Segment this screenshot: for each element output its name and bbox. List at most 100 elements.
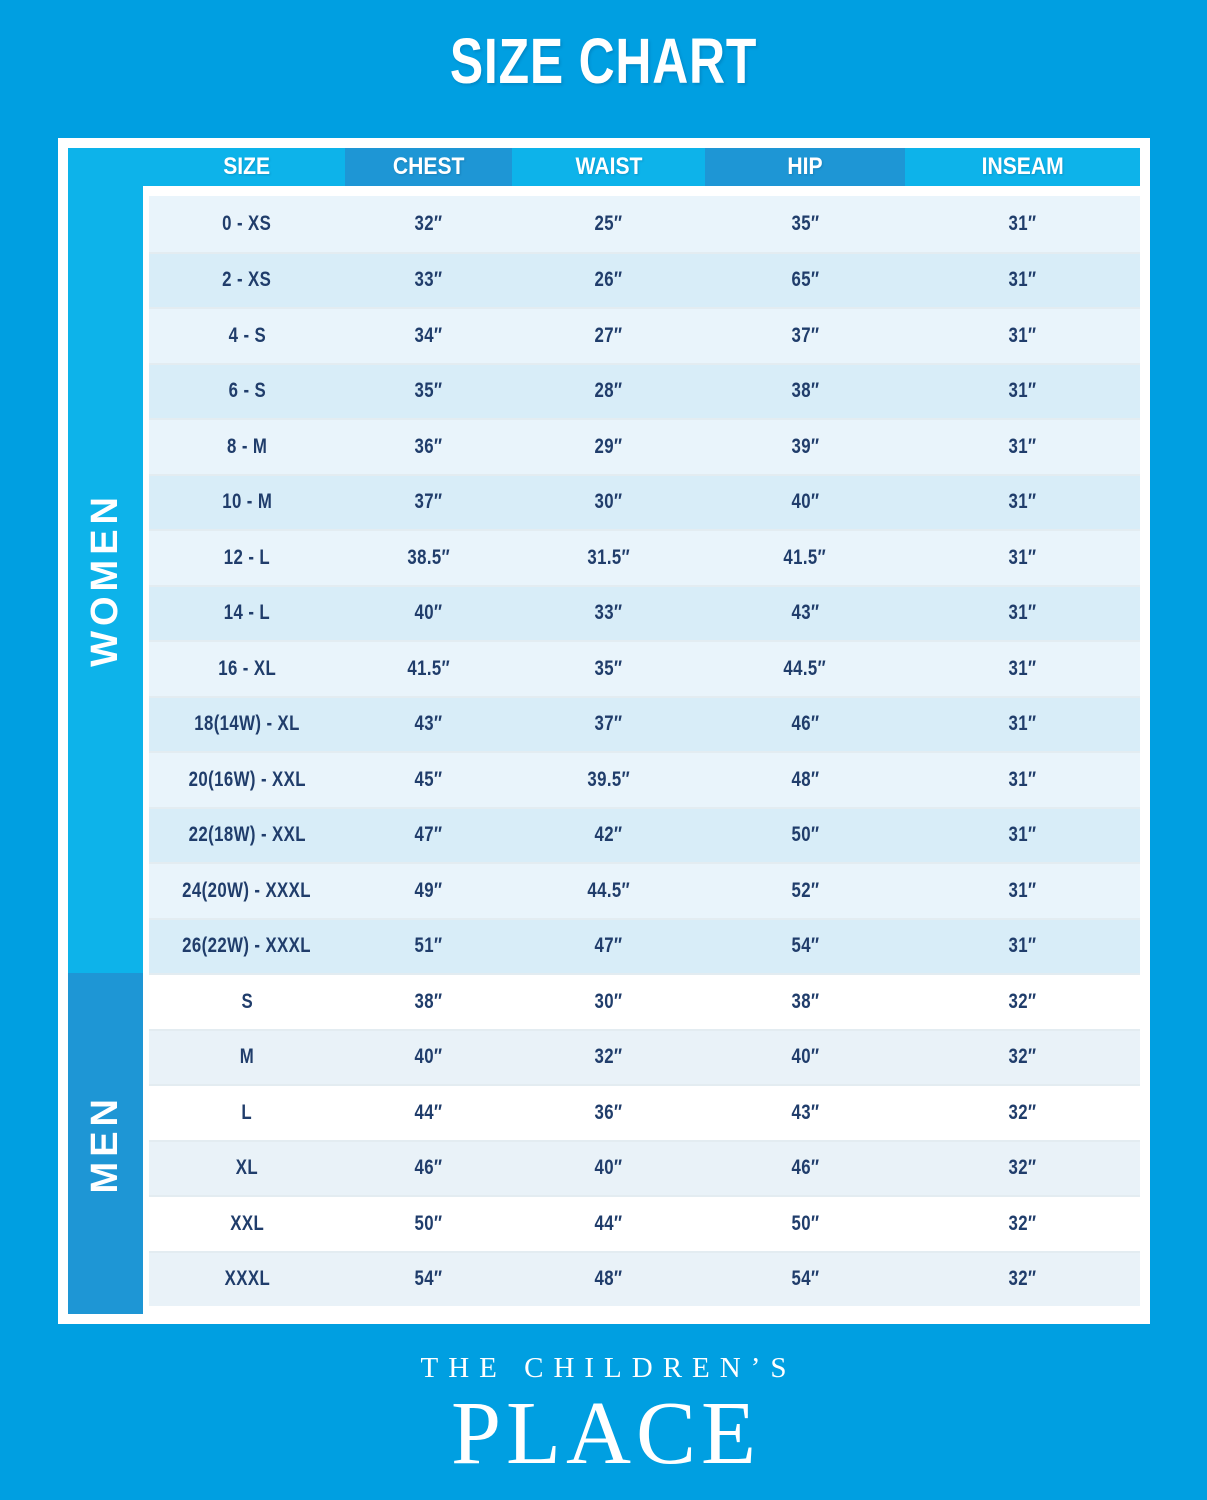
size-value: 4 - S	[228, 323, 266, 347]
size-cell: 6 - S	[149, 365, 345, 419]
waist-value: 40″	[594, 1156, 623, 1180]
table-row: 6 - S 35″ 28″ 38″ 31″	[149, 362, 1140, 419]
waist-value: 28″	[594, 379, 623, 403]
header-waist-label: WAIST	[575, 153, 642, 180]
section-label-men: MEN	[68, 973, 143, 1314]
chest-value: 40″	[414, 1045, 443, 1069]
inseam-value: 31″	[1008, 878, 1037, 902]
chest-cell: 36″	[345, 420, 512, 474]
chest-cell: 41.5″	[345, 642, 512, 696]
brand-logo: THE CHILDREN’S PLACE	[0, 1352, 1207, 1479]
waist-value: 35″	[594, 656, 623, 680]
inseam-cell: 31″	[905, 698, 1140, 752]
size-cell: 20(16W) - XXL	[149, 753, 345, 807]
waist-cell: 35″	[512, 642, 705, 696]
size-value: XXL	[230, 1211, 264, 1235]
waist-value: 37″	[594, 712, 623, 736]
size-value: XXXL	[224, 1267, 270, 1291]
inseam-cell: 31″	[905, 920, 1140, 974]
chest-value: 38.5″	[407, 545, 450, 569]
chest-cell: 32″	[345, 196, 512, 252]
size-value: 8 - M	[226, 434, 268, 458]
inseam-cell: 32″	[905, 1253, 1140, 1307]
inseam-value: 32″	[1008, 1267, 1037, 1291]
header-chest: CHEST	[345, 148, 512, 186]
size-cell: M	[149, 1031, 345, 1085]
chest-cell: 34″	[345, 309, 512, 363]
chest-value: 46″	[414, 1156, 443, 1180]
waist-value: 44″	[594, 1211, 623, 1235]
waist-cell: 30″	[512, 476, 705, 530]
chest-value: 37″	[414, 490, 443, 514]
waist-cell: 36″	[512, 1086, 705, 1140]
hip-value: 50″	[791, 1211, 819, 1235]
hip-cell: 50″	[705, 1197, 905, 1251]
waist-value: 29″	[594, 434, 623, 458]
chest-cell: 47″	[345, 809, 512, 863]
hip-cell: 46″	[705, 698, 905, 752]
size-value: 0 - XS	[222, 211, 272, 235]
waist-value: 26″	[594, 268, 623, 292]
size-cell: 18(14W) - XL	[149, 698, 345, 752]
chest-cell: 46″	[345, 1142, 512, 1196]
section-label-women: WOMEN	[68, 186, 143, 973]
chest-cell: 49″	[345, 864, 512, 918]
hip-value: 39″	[791, 434, 819, 458]
hip-value: 54″	[791, 934, 819, 958]
size-value: 24(20W) - XXXL	[182, 878, 312, 902]
waist-cell: 26″	[512, 254, 705, 308]
size-value: 18(14W) - XL	[194, 712, 300, 736]
waist-cell: 30″	[512, 975, 705, 1029]
inseam-value: 32″	[1008, 1211, 1037, 1235]
size-cell: 4 - S	[149, 309, 345, 363]
size-cell: 26(22W) - XXXL	[149, 920, 345, 974]
size-value: 10 - M	[221, 490, 272, 514]
waist-value: 42″	[594, 823, 623, 847]
table-row: 10 - M 37″ 30″ 40″ 31″	[149, 473, 1140, 530]
waist-cell: 32″	[512, 1031, 705, 1085]
inseam-cell: 31″	[905, 196, 1140, 252]
chest-value: 32″	[414, 211, 443, 235]
size-value: 12 - L	[223, 545, 271, 569]
chest-value: 38″	[414, 989, 443, 1013]
size-cell: 22(18W) - XXL	[149, 809, 345, 863]
header-hip-label: HIP	[787, 153, 823, 180]
chest-value: 41.5″	[407, 656, 450, 680]
size-table: SIZE CHEST WAIST HIP INSEAM WOMEN MEN	[58, 138, 1150, 1324]
inseam-cell: 31″	[905, 365, 1140, 419]
chest-value: 36″	[414, 434, 443, 458]
waist-cell: 28″	[512, 365, 705, 419]
inseam-cell: 31″	[905, 642, 1140, 696]
table-row: 20(16W) - XXL 45″ 39.5″ 48″ 31″	[149, 751, 1140, 807]
table-row: 18(14W) - XL 43″ 37″ 46″ 31″	[149, 695, 1140, 752]
table-header-row: SIZE CHEST WAIST HIP INSEAM	[68, 148, 1140, 186]
waist-value: 25″	[594, 211, 623, 235]
inseam-value: 31″	[1008, 823, 1037, 847]
table-row: 2 - XS 33″ 26″ 65″ 31″	[149, 251, 1140, 308]
hip-value: 43″	[791, 1100, 819, 1124]
size-value: S	[241, 989, 253, 1013]
inseam-cell: 31″	[905, 309, 1140, 363]
waist-value: 44.5″	[587, 878, 630, 902]
inseam-cell: 31″	[905, 476, 1140, 530]
hip-cell: 48″	[705, 753, 905, 807]
table-row: 16 - XL 41.5″ 35″ 44.5″ 31″	[149, 640, 1140, 696]
chest-cell: 33″	[345, 254, 512, 308]
size-cell: 24(20W) - XXXL	[149, 864, 345, 918]
hip-cell: 52″	[705, 864, 905, 918]
table-row: 12 - L 38.5″ 31.5″ 41.5″ 31″	[149, 529, 1140, 585]
size-value: 6 - S	[228, 379, 266, 403]
inseam-value: 31″	[1008, 211, 1037, 235]
table-row: 24(20W) - XXXL 49″ 44.5″ 52″ 31″	[149, 862, 1140, 918]
brand-line-main: PLACE	[450, 1384, 762, 1483]
inseam-value: 31″	[1008, 268, 1037, 292]
chest-value: 49″	[414, 878, 443, 902]
hip-value: 37″	[791, 323, 819, 347]
hip-value: 40″	[791, 1045, 819, 1069]
inseam-value: 31″	[1008, 656, 1037, 680]
inseam-cell: 31″	[905, 809, 1140, 863]
size-cell: S	[149, 975, 345, 1029]
hip-value: 35″	[791, 211, 819, 235]
size-value: M	[239, 1045, 255, 1069]
